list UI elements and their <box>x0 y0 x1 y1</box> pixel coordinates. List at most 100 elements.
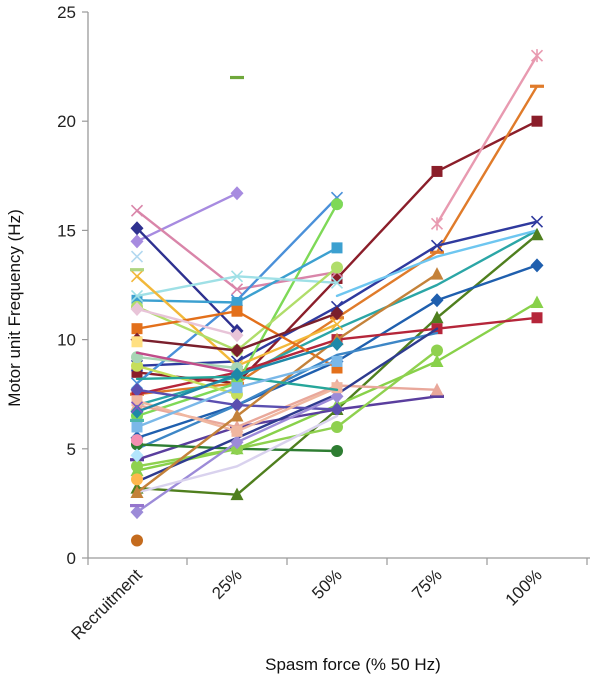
data-point <box>130 221 144 236</box>
y-tick-label: 20 <box>57 112 76 131</box>
data-point <box>130 234 144 249</box>
x-tick-label: 50% <box>308 565 345 602</box>
data-point <box>131 359 143 372</box>
series-40 <box>130 336 344 419</box>
data-point <box>531 312 543 324</box>
data-point <box>130 404 144 419</box>
data-point <box>131 460 143 473</box>
data-point <box>231 305 243 317</box>
x-tick-label: Recruitment <box>68 565 146 643</box>
data-point <box>431 344 443 357</box>
data-point <box>131 366 143 378</box>
data-point <box>330 318 344 331</box>
data-point <box>231 425 243 437</box>
series-layer <box>130 49 544 547</box>
series-line <box>135 349 439 468</box>
data-point <box>331 382 343 394</box>
data-point <box>230 328 244 343</box>
data-point <box>331 272 343 284</box>
data-point <box>330 276 344 289</box>
series-line <box>135 192 239 243</box>
data-point <box>131 336 143 348</box>
data-point <box>230 398 244 413</box>
data-point <box>330 306 344 321</box>
series-20 <box>131 305 343 374</box>
data-point <box>330 336 344 351</box>
y-tick-label: 10 <box>57 331 76 350</box>
data-point <box>130 250 144 263</box>
data-point <box>331 198 343 211</box>
x-tick-label: 25% <box>208 565 245 602</box>
series-line <box>135 307 239 337</box>
data-point <box>130 401 144 414</box>
data-point <box>230 186 244 201</box>
data-point <box>531 115 543 127</box>
data-point <box>131 473 143 486</box>
data-point <box>130 448 144 463</box>
series-17 <box>130 270 344 302</box>
x-ticks: Recruitment 25% 50% 75% 100% <box>68 558 588 644</box>
series-41 <box>130 302 244 343</box>
data-point <box>230 435 244 450</box>
series-31 <box>131 534 143 547</box>
series-line <box>135 331 439 450</box>
data-point <box>231 296 243 308</box>
data-point <box>530 227 544 241</box>
data-point <box>530 295 544 308</box>
series-line <box>135 414 339 494</box>
series-16 <box>131 242 343 308</box>
y-axis-title: Motor unit Frequency (Hz) <box>5 209 24 406</box>
data-point <box>430 382 444 396</box>
data-point <box>230 487 244 501</box>
data-point <box>131 395 143 407</box>
series-13 <box>130 204 344 296</box>
series-line <box>435 54 539 225</box>
series-6 <box>335 229 539 298</box>
data-point <box>331 420 343 433</box>
series-44 <box>131 434 143 447</box>
data-point <box>131 294 143 306</box>
data-point <box>230 367 244 382</box>
data-point <box>130 289 144 302</box>
data-point <box>430 310 444 324</box>
data-point <box>330 402 344 417</box>
series-line <box>135 351 239 374</box>
series-line <box>135 364 239 396</box>
y-axis: 0 5 10 15 20 25 <box>57 3 89 568</box>
data-point <box>530 258 544 273</box>
x-axis-title: Spasm force (% 50 Hz) <box>265 655 441 674</box>
x-tick-label: 100% <box>502 565 546 609</box>
data-point <box>230 343 244 358</box>
data-point <box>131 421 143 433</box>
data-point <box>230 270 244 283</box>
data-point <box>231 382 243 394</box>
data-point <box>430 293 444 308</box>
data-point <box>430 239 444 252</box>
series-11 <box>130 186 244 249</box>
series-27 <box>135 327 439 483</box>
series-line <box>135 327 439 483</box>
series-38 <box>131 355 343 433</box>
data-point <box>430 354 444 367</box>
data-point <box>431 165 443 177</box>
y-ticks: 0 5 10 15 20 25 <box>57 3 88 568</box>
data-point <box>530 49 544 63</box>
y-tick-label: 5 <box>67 440 76 459</box>
data-point <box>131 323 143 335</box>
series-42 <box>130 250 144 263</box>
data-point <box>331 362 343 374</box>
data-point <box>230 283 244 296</box>
series-line <box>335 229 539 298</box>
series-46 <box>130 448 144 463</box>
series-39 <box>135 351 239 374</box>
x-axis: Recruitment 25% 50% 75% 100% <box>68 557 590 644</box>
data-point <box>130 485 144 498</box>
series-35 <box>131 382 343 437</box>
series-36 <box>130 267 444 498</box>
data-point <box>430 217 444 231</box>
data-point <box>331 444 343 457</box>
data-point <box>331 242 343 254</box>
series-3 <box>430 49 544 231</box>
data-point <box>130 204 144 217</box>
